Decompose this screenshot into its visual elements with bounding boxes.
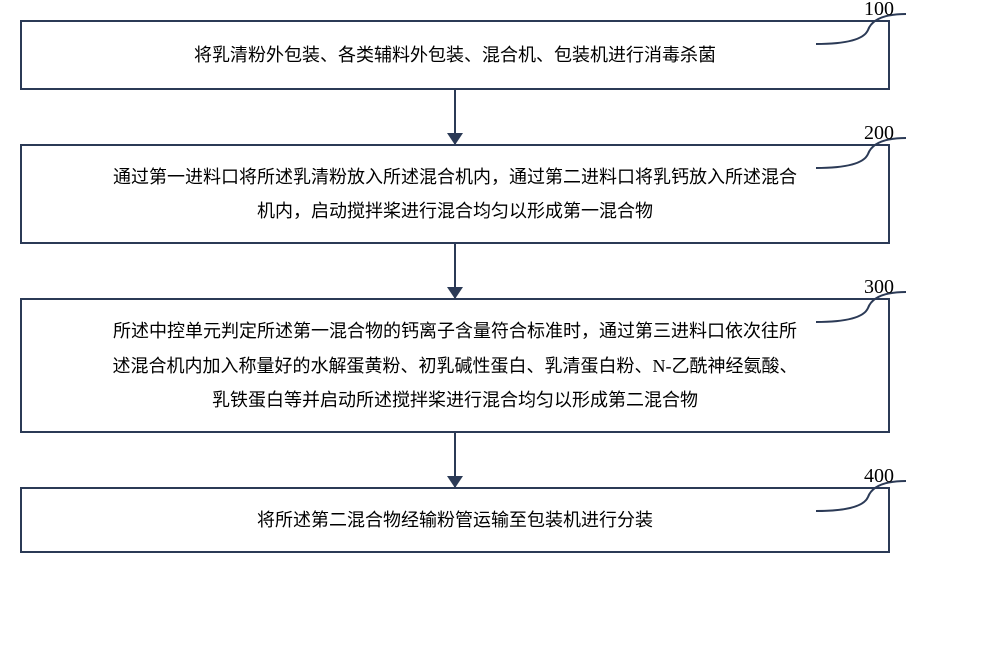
step-text-line: 将乳清粉外包装、各类辅料外包装、混合机、包装机进行消毒杀菌 — [42, 38, 868, 72]
step-text-line: 乳铁蛋白等并启动所述搅拌桨进行混合均匀以形成第二混合物 — [42, 383, 868, 417]
step-label: 200 — [864, 114, 894, 152]
arrow-down-icon — [454, 433, 456, 487]
step-box: 将所述第二混合物经输粉管运输至包装机进行分装400 — [20, 487, 890, 553]
step-text-line: 所述中控单元判定所述第一混合物的钙离子含量符合标准时，通过第三进料口依次往所 — [42, 314, 868, 348]
flow-step-100: 将乳清粉外包装、各类辅料外包装、混合机、包装机进行消毒杀菌100 — [20, 20, 980, 90]
flowchart-container: 将乳清粉外包装、各类辅料外包装、混合机、包装机进行消毒杀菌100 通过第一进料口将… — [20, 20, 980, 553]
arrow-down-icon — [454, 90, 456, 144]
step-label: 100 — [864, 0, 894, 28]
step-box: 通过第一进料口将所述乳清粉放入所述混合机内，通过第二进料口将乳钙放入所述混合机内… — [20, 144, 890, 244]
step-label: 400 — [864, 457, 894, 495]
step-label: 300 — [864, 268, 894, 306]
step-text-line: 将所述第二混合物经输粉管运输至包装机进行分装 — [42, 503, 868, 537]
arrow-down-icon — [454, 244, 456, 298]
step-box: 所述中控单元判定所述第一混合物的钙离子含量符合标准时，通过第三进料口依次往所述混… — [20, 298, 890, 433]
flow-step-200: 通过第一进料口将所述乳清粉放入所述混合机内，通过第二进料口将乳钙放入所述混合机内… — [20, 144, 980, 244]
flow-step-300: 所述中控单元判定所述第一混合物的钙离子含量符合标准时，通过第三进料口依次往所述混… — [20, 298, 980, 433]
step-text-line: 机内，启动搅拌桨进行混合均匀以形成第一混合物 — [42, 194, 868, 228]
flow-step-400: 将所述第二混合物经输粉管运输至包装机进行分装400 — [20, 487, 980, 553]
step-box: 将乳清粉外包装、各类辅料外包装、混合机、包装机进行消毒杀菌100 — [20, 20, 890, 90]
step-text-line: 通过第一进料口将所述乳清粉放入所述混合机内，通过第二进料口将乳钙放入所述混合 — [42, 160, 868, 194]
step-text-line: 述混合机内加入称量好的水解蛋黄粉、初乳碱性蛋白、乳清蛋白粉、N-乙酰神经氨酸、 — [42, 349, 868, 383]
